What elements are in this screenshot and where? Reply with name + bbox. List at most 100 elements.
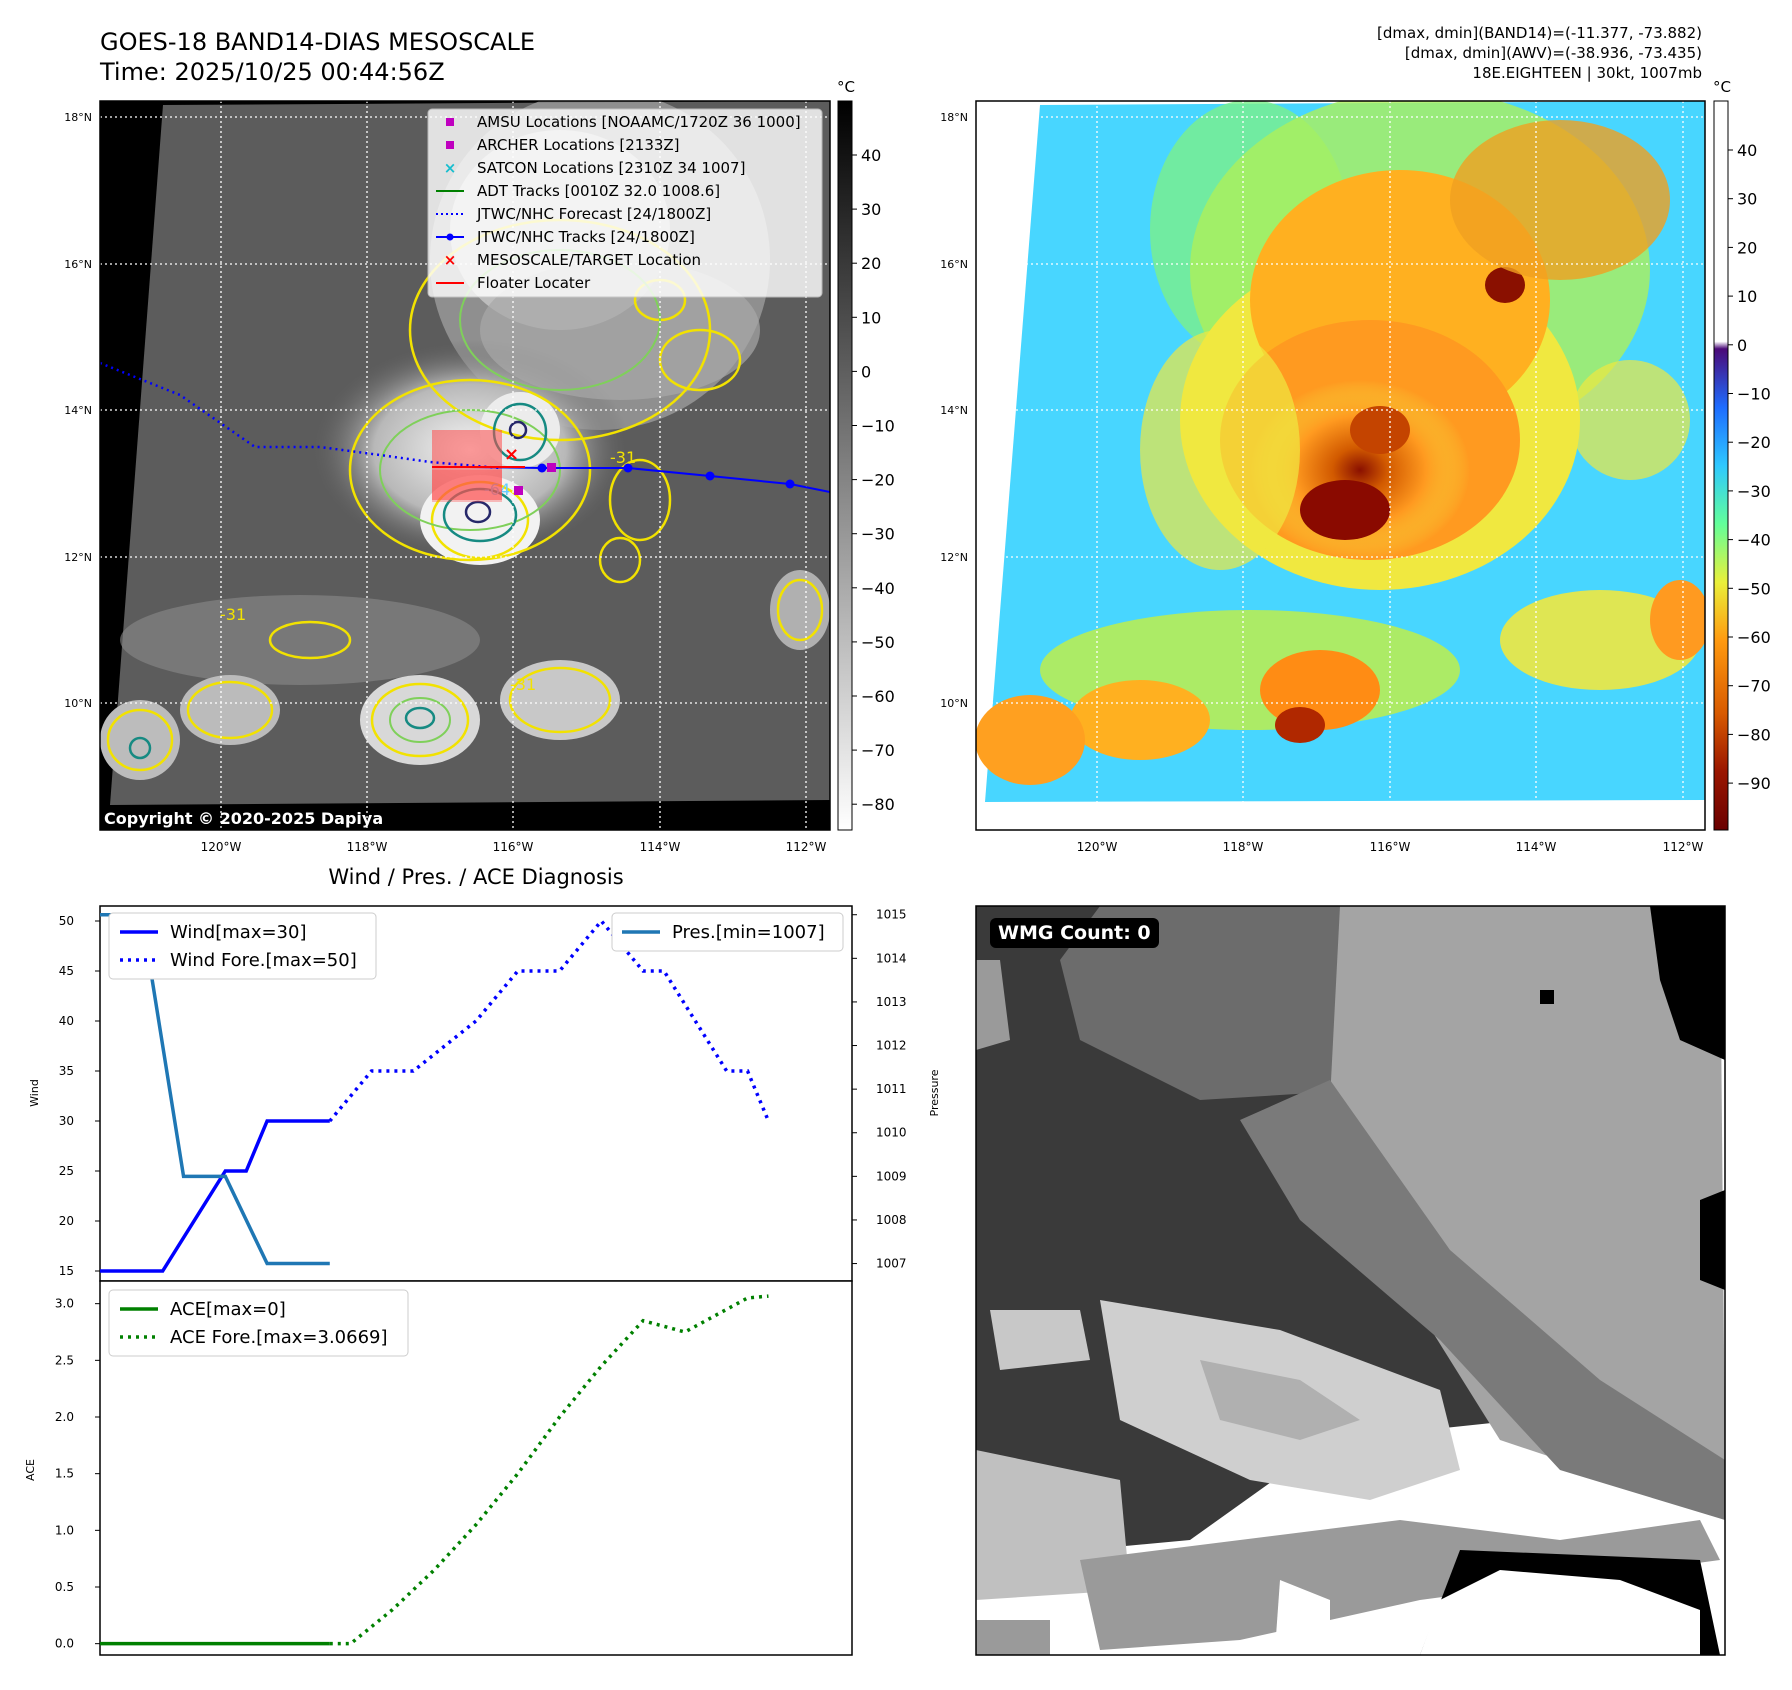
lon-tick: 112°W <box>786 840 827 854</box>
ir-map-panel: -31 -64 -31 -31 <box>64 78 895 854</box>
colorbar-tick-label: −70 <box>1737 677 1771 696</box>
legend-wind-fore: Wind Fore.[max=50] <box>170 950 357 971</box>
info-line-2: [dmax, dmin](AWV)=(-38.936, -73.435) <box>1405 44 1702 62</box>
lon-tick: 120°W <box>201 840 242 854</box>
pressure-ytick-label: 1011 <box>876 1082 907 1096</box>
ir-colorbar-unit: °C <box>837 78 855 96</box>
ace-chart: 0.0 0.5 1.0 1.5 2.0 2.5 3.0 ACE ACE[max=0] ACE… <box>24 1280 853 1656</box>
figure-title: GOES-18 BAND14-DIAS MESOSCALE <box>100 28 535 56</box>
wmg-panel <box>975 905 1726 1656</box>
lat-tick: 14°N <box>940 404 968 417</box>
series-line <box>329 1294 769 1646</box>
wind-legend: Wind[max=30] Wind Fore.[max=50] <box>108 912 377 980</box>
colorbar-tick-label: 0 <box>1737 336 1747 355</box>
colorbar-tick-label: −10 <box>1737 385 1771 404</box>
lat-tick: 16°N <box>64 258 92 271</box>
colorbar-tick-label: −60 <box>861 687 895 706</box>
lat-tick: 18°N <box>64 111 92 124</box>
best-track-line <box>469 466 830 493</box>
pressure-ytick-label: 1010 <box>876 1126 907 1140</box>
info-line-1: [dmax, dmin](BAND14)=(-11.377, -73.882) <box>1377 24 1702 42</box>
wind-ytick-label: 35 <box>59 1064 74 1078</box>
info-line-3: 18E.EIGHTEEN | 30kt, 1007mb <box>1472 64 1702 82</box>
wmg-count-badge: WMG Count: 0 <box>990 918 1159 948</box>
wind-ytick-label: 30 <box>59 1114 74 1128</box>
ace-ytick-label: 1.0 <box>55 1523 74 1537</box>
enhanced-colorbar <box>1713 100 1729 831</box>
lon-tick: 120°W <box>1077 840 1118 854</box>
wind-ytick-label: 15 <box>59 1264 74 1278</box>
lon-tick: 118°W <box>1223 840 1264 854</box>
wind-ytick-label: 25 <box>59 1164 74 1178</box>
wind-pressure-chart: 15 20 25 30 35 40 45 50 1007 1008 1009 1010 1011 101… <box>28 905 941 1282</box>
ace-axis-label: ACE <box>24 1459 37 1481</box>
colorbar-tick-label: −20 <box>1737 433 1771 452</box>
legend-marker: × <box>444 159 457 177</box>
pressure-legend: Pres.[min=1007] <box>611 912 844 952</box>
lon-tick: 118°W <box>347 840 388 854</box>
legend-pressure: Pres.[min=1007] <box>672 922 825 943</box>
ace-legend: ACE[max=0] ACE Fore.[max=3.0669] <box>108 1289 409 1357</box>
ace-ytick-label: 0.0 <box>55 1637 74 1651</box>
lon-tick: 114°W <box>640 840 681 854</box>
archer-marker <box>514 486 523 495</box>
legend-marker <box>446 233 454 241</box>
lat-tick: 10°N <box>940 697 968 710</box>
legend-label: Floater Locater <box>477 274 591 292</box>
pressure-axis-label: Pressure <box>928 1069 941 1116</box>
wind-ytick-label: 45 <box>59 964 74 978</box>
colorbar-tick-label: −80 <box>861 795 895 814</box>
wind-ytick-label: 50 <box>59 914 74 928</box>
ace-ytick-label: 3.0 <box>55 1297 74 1311</box>
colorbar-tick-label: −10 <box>861 417 895 436</box>
target-marker: × <box>504 444 519 465</box>
lat-tick: 16°N <box>940 258 968 271</box>
colorbar-tick-label: −60 <box>1737 628 1771 647</box>
lat-tick: 12°N <box>64 551 92 564</box>
ir-legend: AMSU Locations [NOAAMC/1720Z 36 1000] ARC… <box>427 108 823 298</box>
ir-colorbar <box>837 100 853 831</box>
legend-label: ADT Tracks [0010Z 32.0 1008.6] <box>477 182 720 200</box>
colorbar-tick-label: −80 <box>1737 725 1771 744</box>
contour-label: -31 <box>220 605 246 624</box>
enhanced-colorbar-unit: °C <box>1713 78 1731 96</box>
lon-tick: 116°W <box>1370 840 1411 854</box>
lat-tick: 12°N <box>940 551 968 564</box>
lat-tick: 14°N <box>64 404 92 417</box>
legend-label: ARCHER Locations [2133Z] <box>477 136 680 154</box>
ace-ytick-label: 1.5 <box>55 1467 74 1481</box>
colorbar-tick-label: −30 <box>1737 482 1771 501</box>
colorbar-tick-label: −20 <box>861 471 895 490</box>
pressure-ytick-label: 1007 <box>876 1257 907 1271</box>
pressure-ytick-label: 1012 <box>876 1039 907 1053</box>
pressure-ytick-label: 1015 <box>876 908 907 922</box>
contour-label: -31 <box>610 448 636 467</box>
colorbar-tick-label: 20 <box>861 254 881 273</box>
series-line <box>328 918 771 1123</box>
legend-marker <box>446 118 454 126</box>
legend-label: AMSU Locations [NOAAMC/1720Z 36 1000] <box>477 113 801 131</box>
colorbar-tick-label: −40 <box>1737 531 1771 550</box>
enhanced-map-panel: 18°N 16°N 14°N 12°N 10°N 120°W 118°W 116… <box>940 78 1771 854</box>
lon-tick: 116°W <box>493 840 534 854</box>
pressure-ytick-label: 1013 <box>876 995 907 1009</box>
legend-label: MESOSCALE/TARGET Location <box>477 251 701 269</box>
colorbar-tick-label: 20 <box>1737 238 1757 257</box>
colorbar-tick-label: 40 <box>861 146 881 165</box>
colorbar-tick-label: 10 <box>1737 287 1757 306</box>
legend-marker <box>446 141 454 149</box>
figure-time: Time: 2025/10/25 00:44:56Z <box>99 58 445 86</box>
pressure-ytick-label: 1009 <box>876 1169 907 1183</box>
legend-label: SATCON Locations [2310Z 34 1007] <box>477 159 745 177</box>
contour-label: -31 <box>510 675 536 694</box>
colorbar-tick-label: −30 <box>861 525 895 544</box>
colorbar-tick-label: 40 <box>1737 141 1757 160</box>
colorbar-tick-label: 30 <box>861 200 881 219</box>
colorbar-tick-label: −70 <box>861 741 895 760</box>
lat-tick: 18°N <box>940 111 968 124</box>
colorbar-tick-label: 30 <box>1737 190 1757 209</box>
legend-label: JTWC/NHC Forecast [24/1800Z] <box>476 205 711 223</box>
colorbar-tick-label: −90 <box>1737 774 1771 793</box>
series-line <box>100 1119 330 1273</box>
